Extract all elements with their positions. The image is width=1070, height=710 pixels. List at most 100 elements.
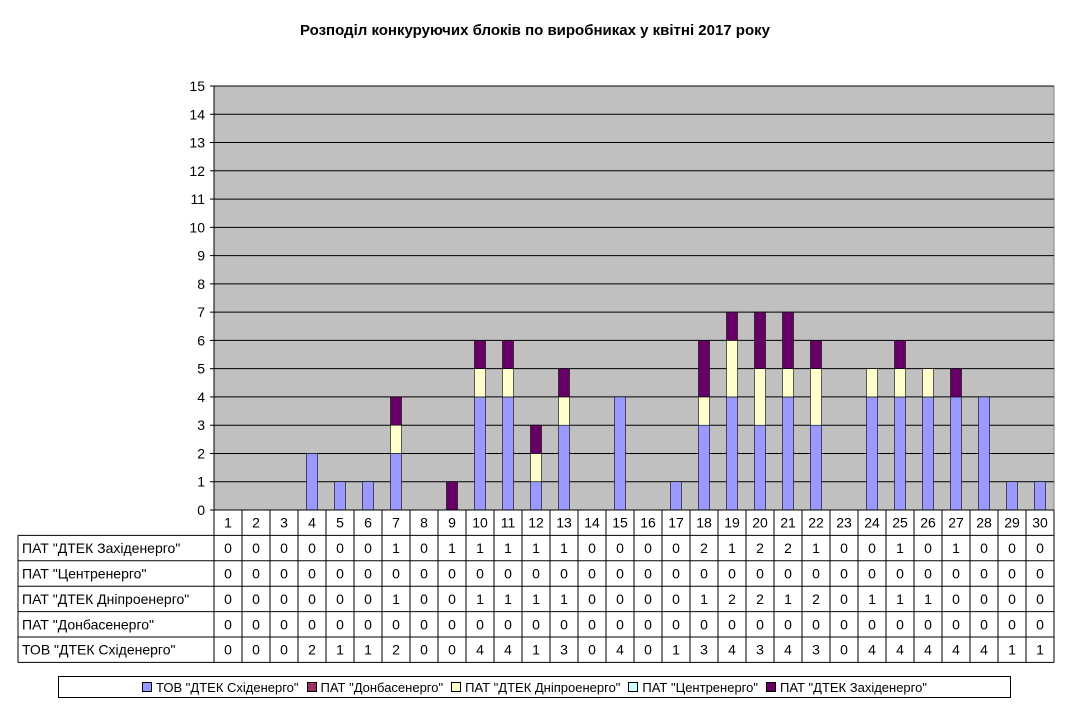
y-tick-label: 5 [197, 361, 205, 377]
table-cell: 3 [700, 642, 708, 658]
y-tick-label: 12 [189, 163, 205, 179]
x-tick-label: 2 [252, 515, 260, 531]
x-tick-label: 19 [724, 515, 740, 531]
plot-background [213, 85, 1055, 511]
table-cell: 0 [1036, 540, 1044, 556]
bar-segment [1034, 481, 1046, 511]
table-cell: 0 [868, 566, 876, 582]
x-tick-label: 13 [556, 515, 572, 531]
y-tick-label: 9 [197, 248, 205, 264]
legend-swatch [451, 682, 462, 692]
table-cell: 0 [1008, 616, 1016, 632]
table-cell: 0 [476, 566, 484, 582]
table-cell: 0 [1008, 591, 1016, 607]
table-cell: 0 [252, 566, 260, 582]
table-cell: 1 [700, 591, 708, 607]
table-cell: 0 [392, 566, 400, 582]
bar-segment [950, 396, 962, 511]
gridlines [214, 85, 1054, 483]
legend-item: ПАТ "ДТЕК Дніпроенерго" [451, 680, 620, 695]
bar-segment [950, 368, 962, 398]
bar-segment [698, 340, 710, 398]
bar-segment [922, 368, 934, 398]
table-cell: 1 [364, 642, 372, 658]
table-cell: 4 [616, 642, 624, 658]
table-cell: 0 [1036, 591, 1044, 607]
table-cell: 0 [448, 642, 456, 658]
x-tick-label: 15 [612, 515, 628, 531]
table-cell: 0 [616, 566, 624, 582]
table-cell: 0 [812, 566, 820, 582]
table-cell: 0 [364, 616, 372, 632]
y-tick-label: 13 [189, 135, 205, 151]
x-tick-label: 11 [501, 515, 516, 531]
table-cell: 0 [700, 616, 708, 632]
bar-segment [894, 396, 906, 511]
y-tick-label: 8 [197, 276, 205, 292]
x-tick-label: 16 [640, 515, 656, 531]
x-tick-label: 30 [1032, 515, 1048, 531]
bar-segment [530, 453, 542, 483]
bar-segment [810, 368, 822, 426]
x-tick-label: 21 [780, 515, 796, 531]
bar-segment [754, 424, 766, 511]
x-tick-label: 6 [364, 515, 372, 531]
y-tick-label: 0 [197, 502, 205, 518]
legend-label: ПАТ "ДТЕК Західенерго" [779, 679, 927, 695]
table-cell: 4 [980, 642, 988, 658]
table-cell: 0 [420, 616, 428, 632]
table-cell: 0 [588, 591, 596, 607]
legend-swatch [306, 682, 317, 692]
bar-segment [782, 396, 794, 511]
table-cell: 1 [784, 591, 792, 607]
y-tick-label: 2 [197, 445, 205, 461]
bar-segment [558, 396, 570, 426]
table-cell: 0 [420, 540, 428, 556]
x-tick-label: 9 [448, 515, 456, 531]
table-cell: 4 [728, 642, 736, 658]
table-cell: 0 [448, 616, 456, 632]
table-cell: 0 [392, 616, 400, 632]
table-cell: 1 [448, 540, 456, 556]
table-cell: 0 [840, 642, 848, 658]
legend-item: ПАТ "ДТЕК Західенерго" [765, 679, 927, 695]
x-tick-label: 1 [224, 515, 232, 531]
table-cell: 0 [924, 616, 932, 632]
table-cell: 0 [952, 616, 960, 632]
table-cell: 0 [336, 616, 344, 632]
bar-segment [306, 453, 318, 511]
table-cell: 0 [476, 616, 484, 632]
table-cell: 0 [784, 566, 792, 582]
table-cell: 0 [224, 540, 232, 556]
bar-segment [810, 424, 822, 511]
table-cell: 1 [532, 642, 540, 658]
x-tick-label: 10 [472, 515, 488, 531]
table-cell: 0 [224, 566, 232, 582]
legend-swatch [765, 682, 776, 692]
table-cell: 0 [812, 616, 820, 632]
table-cell: 0 [644, 591, 652, 607]
y-tick-label: 3 [197, 417, 205, 433]
x-tick-label: 28 [976, 515, 992, 531]
table-cell: 0 [420, 591, 428, 607]
table-cell: 4 [896, 642, 904, 658]
bar-segment [726, 396, 738, 511]
x-tick-label: 8 [420, 515, 428, 531]
table-cell: 1 [1008, 642, 1016, 658]
table-cell: 0 [560, 566, 568, 582]
table-cell: 2 [756, 540, 764, 556]
bars [306, 311, 1046, 511]
table-cell: 1 [896, 591, 904, 607]
table-cell: 2 [784, 540, 792, 556]
table-cell: 0 [420, 642, 428, 658]
table-cell: 0 [504, 616, 512, 632]
table-cell: 2 [308, 642, 316, 658]
bar-segment [782, 311, 794, 369]
bar-segment [1006, 481, 1018, 511]
table-cell: 0 [336, 540, 344, 556]
bar-segment [334, 481, 346, 511]
data-table: 1 2 3 4 5 6 7 8 9 10 11 12 13 14 15 16 17 18 19 20 21 22 23 24 2… [17, 509, 1055, 663]
table-cell: 0 [308, 540, 316, 556]
table-cell: 0 [756, 566, 764, 582]
